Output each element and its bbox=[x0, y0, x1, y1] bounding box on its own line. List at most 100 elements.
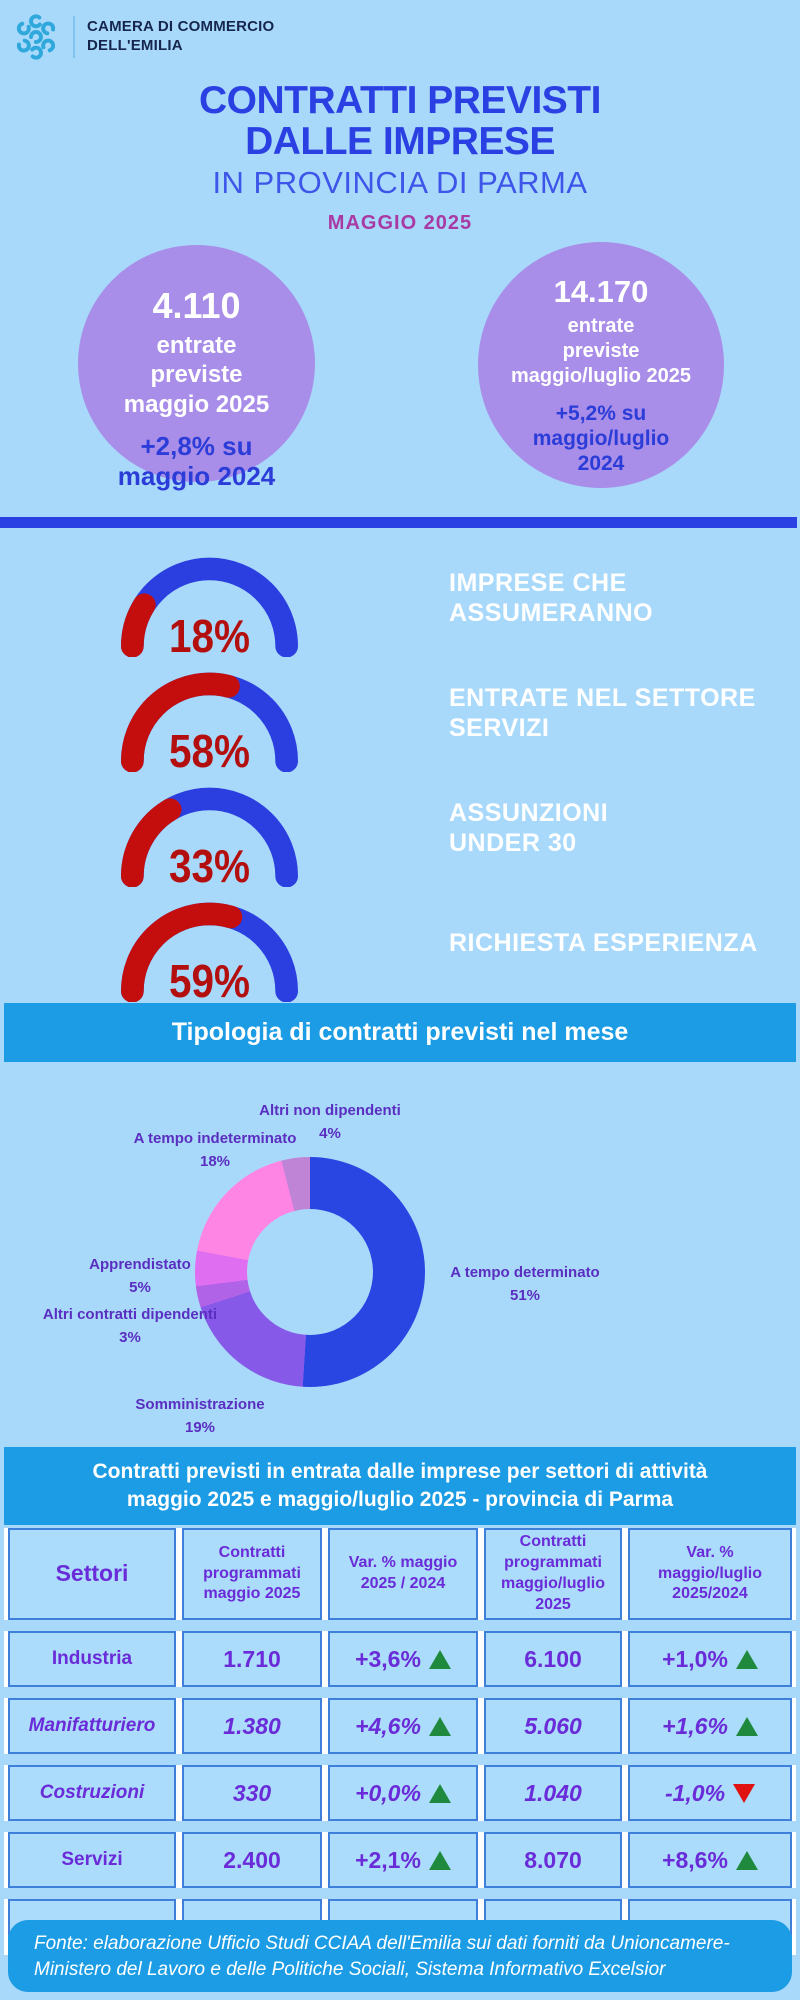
contracts-may-cell: 330 bbox=[182, 1765, 322, 1821]
var-mayjul-cell: +8,6% bbox=[628, 1832, 792, 1888]
contracts-mayjul-cell: 1.040 bbox=[484, 1765, 622, 1821]
donut-chart bbox=[195, 1157, 425, 1387]
table-banner-title: Contratti previsti in entrata dalle impr… bbox=[92, 1459, 708, 1511]
var-may-cell: +4,6% bbox=[328, 1698, 478, 1754]
donut-slice-label: Apprendistato 5% bbox=[89, 1254, 191, 1299]
table-row: Industria 1.710 +3,6% 6.100 +1,0% bbox=[8, 1631, 792, 1687]
gauge-percent: 58% bbox=[168, 724, 251, 777]
contracts-mayjul-cell: 8.070 bbox=[484, 1832, 622, 1888]
var-may-cell: +3,6% bbox=[328, 1631, 478, 1687]
trend-up-icon bbox=[735, 1649, 758, 1669]
donut-section-banner: Tipologia di contratti previsti nel mese bbox=[4, 1003, 796, 1062]
var-value: +1,0% bbox=[662, 1645, 728, 1672]
slice-pct: 4% bbox=[319, 1124, 341, 1142]
sector-cell: Costruzioni bbox=[8, 1765, 176, 1821]
var-may-cell: +2,1% bbox=[328, 1832, 478, 1888]
gauge-label: ENTRATE NEL SETTORE SERVIZI bbox=[449, 683, 756, 742]
gauge-arc: 18% bbox=[92, 539, 327, 662]
sector-cell: Manifatturiero bbox=[8, 1698, 176, 1754]
table-header-cell: Var. % maggio/luglio 2025/2024 bbox=[628, 1528, 792, 1620]
sector-cell: Servizi bbox=[8, 1832, 176, 1888]
gauge-arc: 58% bbox=[92, 654, 327, 777]
table-row: Costruzioni 330 +0,0% 1.040 -1,0% bbox=[8, 1765, 792, 1821]
trend-up-icon bbox=[428, 1649, 451, 1669]
gauge-row: 33% ASSUNZIONI UNDER 30 bbox=[0, 769, 800, 892]
var-value: +1,6% bbox=[662, 1712, 728, 1739]
stat-value: 4.110 bbox=[152, 285, 241, 326]
trend-up-icon bbox=[735, 1850, 758, 1870]
var-value: +0,0% bbox=[355, 1779, 421, 1806]
gauge-label: IMPRESE CHE ASSUMERANNO bbox=[449, 568, 654, 627]
table-row: Manifatturiero 1.380 +4,6% 5.060 +1,6% bbox=[8, 1698, 792, 1754]
table-header-cell: Var. % maggio 2025 / 2024 bbox=[328, 1528, 478, 1620]
subtitle: IN PROVINCIA DI PARMA bbox=[212, 164, 588, 200]
org-name: CAMERA DI COMMERCIO DELL'EMILIA bbox=[87, 18, 275, 54]
gauge-row: 58% ENTRATE NEL SETTORE SERVIZI bbox=[0, 654, 800, 777]
gauge-row: 59% RICHIESTA ESPERIENZA bbox=[0, 884, 800, 1007]
var-mayjul-cell: +1,0% bbox=[628, 1631, 792, 1687]
table-banner: Contratti previsti in entrata dalle impr… bbox=[4, 1447, 796, 1525]
donut-slice-label: Somministrazione 19% bbox=[135, 1394, 264, 1439]
trend-up-icon bbox=[735, 1716, 758, 1736]
stat-circle-may-july: 14.170 entrate previste maggio/luglio 20… bbox=[478, 242, 724, 488]
stat-label: entrate previste maggio/luglio 2025 bbox=[510, 315, 692, 387]
slice-pct: 19% bbox=[184, 1418, 216, 1436]
gauge-percent: 33% bbox=[168, 839, 251, 892]
contracts-may-cell: 1.380 bbox=[182, 1698, 322, 1754]
table-header-row: Settori Contratti programmati maggio 2025… bbox=[8, 1528, 792, 1620]
period-label: MAGGIO 2025 bbox=[327, 211, 473, 234]
contracts-mayjul-cell: 6.100 bbox=[484, 1631, 622, 1687]
var-mayjul-cell: +1,6% bbox=[628, 1698, 792, 1754]
chamber-of-commerce-logo-icon bbox=[16, 14, 56, 60]
gauge-arc: 59% bbox=[92, 884, 327, 1007]
var-may-cell: +0,0% bbox=[328, 1765, 478, 1821]
section-divider-bar bbox=[0, 517, 797, 528]
contracts-mayjul-cell: 5.060 bbox=[484, 1698, 622, 1754]
table-header-cell: Contratti programmati maggio/luglio 2025 bbox=[484, 1528, 622, 1620]
var-mayjul-cell: -1,0% bbox=[628, 1765, 792, 1821]
title-block: CONTRATTI PREVISTI DALLE IMPRESE IN PROV… bbox=[0, 80, 800, 235]
slice-name: A tempo indeterminato bbox=[133, 1130, 297, 1147]
donut-slice-label: A tempo determinato 51% bbox=[450, 1262, 599, 1307]
stat-circle-may: 4.110 entrate previste maggio 2025 +2,8%… bbox=[78, 245, 315, 491]
gauge-row: 18% IMPRESE CHE ASSUMERANNO bbox=[0, 539, 800, 662]
slice-name: Altri contratti dipendenti bbox=[42, 1306, 218, 1323]
table-body: Industria 1.710 +3,6% 6.100 +1,0% Manifatturi… bbox=[8, 1631, 792, 1955]
table-header-cell: Contratti programmati maggio 2025 bbox=[182, 1528, 322, 1620]
var-value: +8,6% bbox=[662, 1846, 728, 1873]
title-line-2: DALLE IMPRESE bbox=[245, 120, 555, 164]
table-row: Servizi 2.400 +2,1% 8.070 +8,6% bbox=[8, 1832, 792, 1888]
slice-name: A tempo determinato bbox=[450, 1264, 600, 1281]
donut-slice-label: Altri non dipendenti 4% bbox=[259, 1100, 401, 1145]
donut-chart-section: A tempo determinato 51% Somministrazione 19… bbox=[0, 1062, 800, 1447]
gauge-percent: 18% bbox=[168, 609, 251, 662]
gauges-section: 18% IMPRESE CHE ASSUMERANNO 58% ENTRATE NEL… bbox=[0, 539, 800, 1007]
contracts-may-cell: 1.710 bbox=[182, 1631, 322, 1687]
gauge-label: RICHIESTA ESPERIENZA bbox=[449, 928, 758, 957]
gauge-percent: 59% bbox=[168, 954, 251, 1007]
slice-pct: 18% bbox=[199, 1152, 231, 1170]
contracts-may-cell: 2.400 bbox=[182, 1832, 322, 1888]
stat-label: entrate previste maggio 2025 bbox=[123, 332, 270, 418]
sector-cell: Industria bbox=[8, 1631, 176, 1687]
stat-delta: +5,2% su maggio/luglio 2024 bbox=[532, 402, 670, 476]
slice-pct: 51% bbox=[509, 1286, 541, 1304]
donut-slice-label: A tempo indeterminato 18% bbox=[134, 1128, 297, 1173]
table-header-cell: Settori bbox=[8, 1528, 176, 1620]
gauge-label: ASSUNZIONI UNDER 30 bbox=[449, 798, 609, 857]
donut-section-title: Tipologia di contratti previsti nel mese bbox=[171, 1018, 629, 1046]
slice-name: Apprendistato bbox=[89, 1256, 191, 1273]
var-value: +2,1% bbox=[355, 1846, 421, 1873]
gauge-arc: 33% bbox=[92, 769, 327, 892]
trend-down-icon bbox=[733, 1783, 756, 1803]
source-footer: Fonte: elaborazione Ufficio Studi CCIAA … bbox=[8, 1920, 792, 1992]
donut-hole bbox=[247, 1209, 373, 1335]
source-text: Fonte: elaborazione Ufficio Studi CCIAA … bbox=[34, 1933, 730, 1980]
donut-slice-label: Altri contratti dipendenti 3% bbox=[43, 1304, 217, 1349]
var-value: +3,6% bbox=[355, 1645, 421, 1672]
var-value: -1,0% bbox=[664, 1779, 726, 1806]
slice-pct: 3% bbox=[119, 1328, 141, 1346]
trend-up-icon bbox=[428, 1716, 451, 1736]
header-divider bbox=[73, 16, 75, 58]
